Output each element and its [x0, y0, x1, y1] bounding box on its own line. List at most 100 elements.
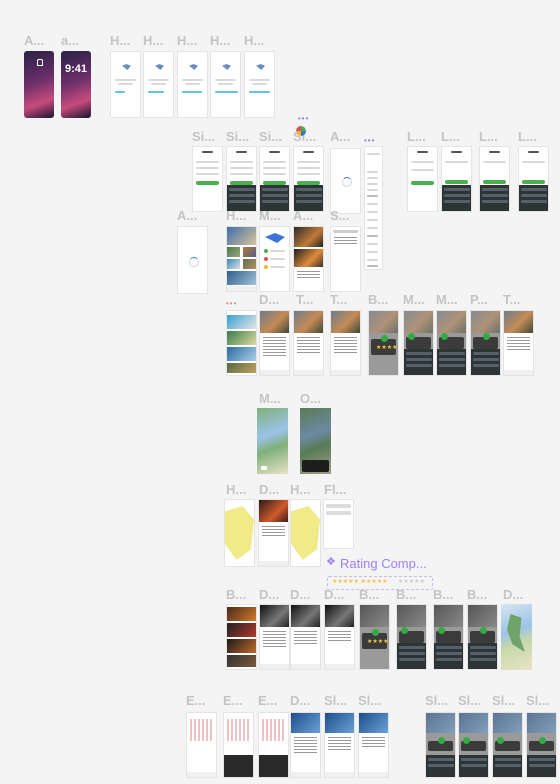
- rating-modal-frame[interactable]: [433, 604, 464, 670]
- slide-modal-frame[interactable]: [458, 712, 489, 778]
- signup-frame[interactable]: [192, 146, 223, 212]
- calendar-grid[interactable]: [227, 719, 250, 741]
- frame-label[interactable]: D...: [324, 587, 345, 602]
- onboarding-frame[interactable]: [210, 51, 241, 118]
- frame-label[interactable]: D...: [290, 587, 311, 602]
- calendar-frame[interactable]: [223, 712, 254, 778]
- rating-modal-frame[interactable]: ★★★★★: [368, 310, 399, 376]
- frame-label[interactable]: M...: [259, 208, 281, 223]
- frame-label[interactable]: B...: [359, 587, 380, 602]
- loading-frame[interactable]: [177, 226, 208, 294]
- frame-label[interactable]: D...: [259, 482, 280, 497]
- article-frame[interactable]: [293, 226, 324, 292]
- list-frame[interactable]: [226, 310, 257, 376]
- frame-label[interactable]: B...: [396, 587, 417, 602]
- calendar-frame[interactable]: [186, 712, 217, 778]
- frame-label[interactable]: A...: [177, 208, 198, 223]
- flag-frame[interactable]: [323, 499, 354, 549]
- signup-frame[interactable]: [259, 146, 290, 212]
- calendar-grid[interactable]: [262, 719, 285, 741]
- frame-label[interactable]: B...: [368, 292, 389, 307]
- frame-label[interactable]: D...: [290, 693, 311, 708]
- rating-modal-frame[interactable]: [403, 310, 434, 376]
- country-list-frame[interactable]: [364, 146, 383, 270]
- frame-label[interactable]: L...: [441, 129, 460, 144]
- frame-label[interactable]: S...: [330, 208, 350, 223]
- slide-frame[interactable]: [324, 712, 355, 778]
- menu-frame[interactable]: [259, 226, 290, 292]
- onboarding-frame[interactable]: [143, 51, 174, 118]
- frame-label[interactable]: B...: [433, 587, 454, 602]
- frame-label[interactable]: E...: [223, 693, 243, 708]
- frame-label[interactable]: Si...: [226, 129, 250, 144]
- login-frame[interactable]: [441, 146, 472, 212]
- frame-label[interactable]: Sl...: [526, 693, 550, 708]
- home-frame[interactable]: [226, 226, 257, 292]
- frame-label[interactable]: H...: [290, 482, 311, 497]
- map-frame[interactable]: [501, 604, 532, 670]
- frame-label[interactable]: A...: [293, 208, 314, 223]
- slide-modal-frame[interactable]: [425, 712, 456, 778]
- lockscreen-frame[interactable]: [24, 51, 54, 118]
- lockscreen-time-frame[interactable]: 9:41: [61, 51, 91, 118]
- region-map-frame[interactable]: [290, 499, 321, 567]
- detail-frame[interactable]: [259, 604, 290, 670]
- frame-label[interactable]: O...: [300, 391, 321, 406]
- loading-frame[interactable]: [330, 148, 361, 214]
- frame-label[interactable]: Fl...: [324, 482, 347, 497]
- rating-component-set[interactable]: ★★★★★ ★★★★★ ★★★★★: [327, 576, 433, 590]
- frame-label[interactable]: M...: [403, 292, 425, 307]
- frame-label[interactable]: L...: [518, 129, 537, 144]
- rating-modal-frame[interactable]: [396, 604, 427, 670]
- frame-label[interactable]: D...: [259, 587, 280, 602]
- frame-label[interactable]: D...: [503, 587, 524, 602]
- frame-label[interactable]: A...: [24, 33, 45, 48]
- slide-modal-frame[interactable]: [492, 712, 523, 778]
- frame-label[interactable]: H...: [226, 482, 247, 497]
- frame-label[interactable]: H...: [244, 33, 265, 48]
- onboarding-frame[interactable]: [177, 51, 208, 118]
- frame-label[interactable]: E...: [186, 693, 206, 708]
- signup-frame[interactable]: [293, 146, 324, 212]
- frame-label[interactable]: H...: [226, 208, 247, 223]
- frame-label[interactable]: L...: [407, 129, 426, 144]
- detail-frame[interactable]: [330, 310, 361, 376]
- frame-label[interactable]: Si...: [192, 129, 216, 144]
- slide-modal-frame[interactable]: [526, 712, 557, 778]
- detail-frame[interactable]: [290, 604, 321, 670]
- signup-frame[interactable]: [226, 146, 257, 212]
- login-frame[interactable]: [479, 146, 510, 212]
- frame-label[interactable]: Sl...: [324, 693, 348, 708]
- frame-label[interactable]: H...: [110, 33, 131, 48]
- rating-stars[interactable]: ★★★★★: [376, 345, 398, 351]
- frame-label[interactable]: a...: [61, 33, 80, 48]
- frame-label[interactable]: E...: [258, 693, 278, 708]
- frame-label[interactable]: Sl...: [492, 693, 516, 708]
- frame-label[interactable]: B...: [467, 587, 488, 602]
- frame-label[interactable]: M...: [259, 391, 281, 406]
- frame-label[interactable]: H...: [210, 33, 231, 48]
- frame-label[interactable]: L...: [479, 129, 498, 144]
- detail-frame[interactable]: [503, 310, 534, 376]
- detail-frame[interactable]: [324, 604, 355, 670]
- frame-label[interactable]: T...: [503, 292, 521, 307]
- frame-label[interactable]: Sl...: [458, 693, 482, 708]
- onboarding-frame[interactable]: [110, 51, 141, 118]
- frame-label[interactable]: H...: [177, 33, 198, 48]
- rating-component-title[interactable]: Rating Comp...: [340, 556, 427, 571]
- rating-modal-frame[interactable]: [470, 310, 501, 376]
- calendar-frame[interactable]: [258, 712, 289, 778]
- rating-modal-frame[interactable]: ★★★★★: [359, 604, 390, 670]
- list-frame[interactable]: [226, 604, 257, 670]
- frame-label[interactable]: M...: [436, 292, 458, 307]
- map-options-frame[interactable]: [300, 408, 331, 474]
- detail-frame[interactable]: [259, 310, 290, 376]
- frame-label[interactable]: T...: [296, 292, 314, 307]
- frame-label[interactable]: Sl...: [425, 693, 449, 708]
- frame-label[interactable]: Si...: [259, 129, 283, 144]
- frame-label[interactable]: D...: [259, 292, 280, 307]
- detail-frame[interactable]: [258, 499, 289, 567]
- calendar-grid[interactable]: [190, 719, 213, 741]
- slide-frame[interactable]: [358, 712, 389, 778]
- frame-label[interactable]: Sl...: [358, 693, 382, 708]
